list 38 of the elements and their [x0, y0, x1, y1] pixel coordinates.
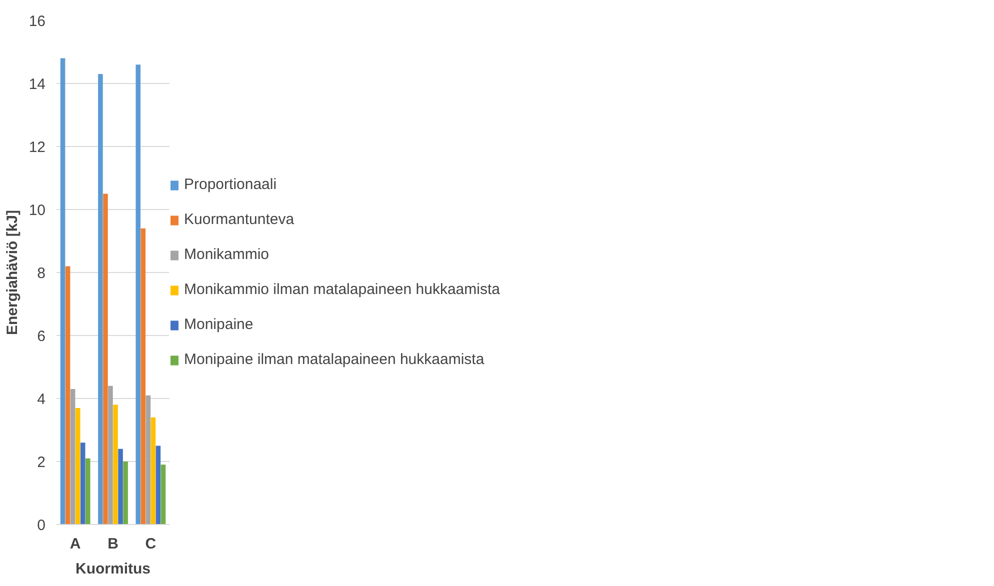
bar: [123, 462, 128, 524]
bar: [98, 74, 103, 524]
bar: [108, 386, 113, 524]
legend-label: Kuormantunteva: [184, 211, 296, 228]
legend-label: Monikammio ilman matalapaineen hukkaamista: [184, 281, 500, 298]
bar: [86, 458, 90, 524]
x-tick-label: A: [70, 536, 81, 552]
y-tick-label: 4: [37, 391, 46, 408]
bar: [75, 408, 80, 524]
bar: [150, 417, 156, 524]
bar: [160, 464, 166, 524]
legend-label: Monikammio: [184, 246, 270, 263]
bar: [118, 448, 123, 524]
y-tick-label: 2: [37, 454, 46, 471]
bar: [156, 446, 161, 524]
y-tick-label: 0: [37, 517, 46, 534]
bar: [65, 266, 70, 524]
legend-label: Monipaine: [184, 316, 254, 333]
bar: [70, 389, 76, 524]
bar: [146, 395, 151, 524]
y-tick-label: 12: [28, 139, 46, 156]
y-tick-label: 14: [28, 76, 46, 93]
bar: [60, 58, 66, 524]
y-axis-title: Energiahäviö [kJ]: [4, 210, 21, 336]
x-axis-title: Kuormitus: [76, 560, 150, 578]
bar: [103, 194, 108, 524]
bar: [136, 64, 140, 524]
bar: [80, 442, 86, 524]
legend-label: Proportionaali: [184, 176, 278, 193]
x-tick-label: C: [145, 536, 156, 552]
bar: [113, 404, 118, 524]
legend-label: Monipaine ilman matalapaineen hukkaamista: [184, 351, 484, 368]
y-tick-label: 6: [37, 328, 46, 345]
y-tick-label: 16: [28, 13, 46, 30]
y-tick-label: 8: [37, 265, 46, 282]
bar: [140, 228, 146, 524]
y-tick-label: 10: [28, 202, 46, 219]
x-tick-label: B: [108, 536, 119, 552]
